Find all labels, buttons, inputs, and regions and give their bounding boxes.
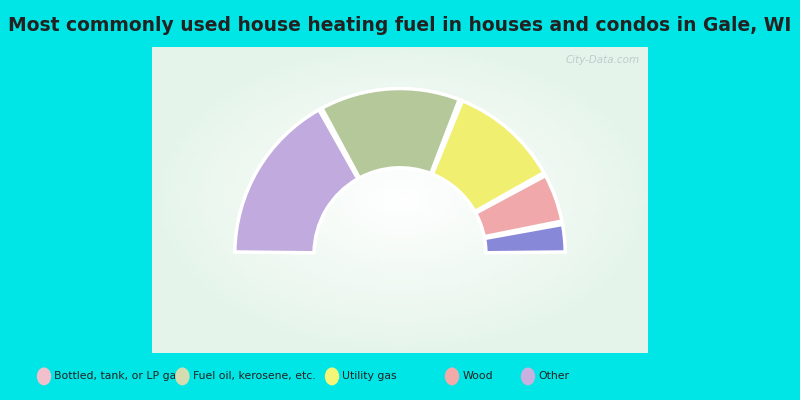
Text: Utility gas: Utility gas bbox=[342, 371, 397, 382]
Wedge shape bbox=[485, 224, 565, 253]
Text: Most commonly used house heating fuel in houses and condos in Gale, WI: Most commonly used house heating fuel in… bbox=[8, 16, 792, 35]
Ellipse shape bbox=[37, 368, 51, 385]
Wedge shape bbox=[476, 176, 562, 237]
Wedge shape bbox=[322, 88, 459, 178]
Text: Other: Other bbox=[538, 371, 570, 382]
Ellipse shape bbox=[175, 368, 190, 385]
Text: Bottled, tank, or LP gas: Bottled, tank, or LP gas bbox=[54, 371, 182, 382]
Text: Fuel oil, kerosene, etc.: Fuel oil, kerosene, etc. bbox=[193, 371, 315, 382]
Ellipse shape bbox=[325, 368, 339, 385]
Wedge shape bbox=[433, 101, 544, 212]
Text: Wood: Wood bbox=[462, 371, 493, 382]
Ellipse shape bbox=[521, 368, 535, 385]
Ellipse shape bbox=[445, 368, 459, 385]
Wedge shape bbox=[235, 110, 358, 253]
Text: City-Data.com: City-Data.com bbox=[566, 56, 639, 66]
